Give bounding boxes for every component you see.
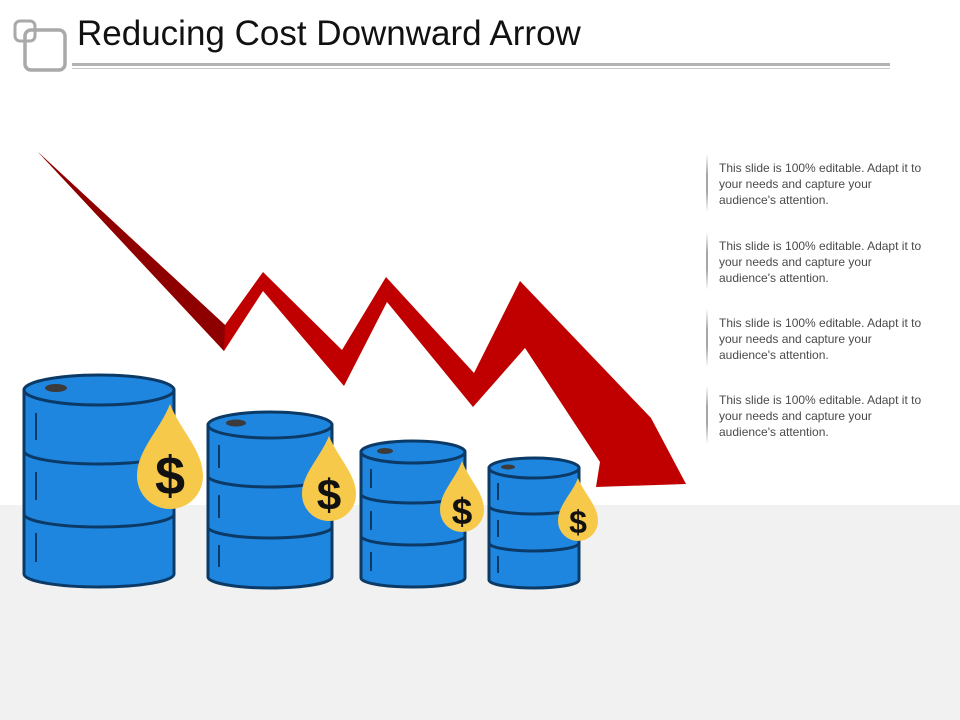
oil-barrel-medium [206,410,334,590]
title-divider-thin [72,68,890,69]
dollar-sign: $ [155,446,185,506]
note-divider [706,232,708,290]
note-divider [706,154,708,212]
text-note: This slide is 100% editable. Adapt it to… [706,307,930,369]
text-note: This slide is 100% editable. Adapt it to… [706,230,930,292]
note-text: This slide is 100% editable. Adapt it to… [719,393,922,439]
dollar-drop-icon: $ [137,404,203,509]
note-text: This slide is 100% editable. Adapt it to… [719,316,922,362]
downward-arrow-shade [38,152,225,351]
downward-arrow [38,152,686,487]
dollar-drop-icon: $ [302,436,356,521]
note-text: This slide is 100% editable. Adapt it to… [719,161,922,207]
oil-barrel-smallest [487,456,581,590]
slide-logo-icon [13,19,67,72]
dollar-sign: $ [452,491,473,532]
note-divider [706,386,708,444]
title-divider [72,63,890,66]
dollar-sign: $ [317,471,341,520]
text-note: This slide is 100% editable. Adapt it to… [706,152,930,214]
dollar-drop-icon: $ [558,478,598,541]
note-divider [706,309,708,367]
dollar-drop-icon: $ [440,461,484,532]
page-title: Reducing Cost Downward Arrow [77,14,581,53]
text-note: This slide is 100% editable. Adapt it to… [706,384,930,446]
oil-barrel-large [22,373,176,589]
note-text: This slide is 100% editable. Adapt it to… [719,239,922,285]
dollar-sign: $ [569,504,587,540]
